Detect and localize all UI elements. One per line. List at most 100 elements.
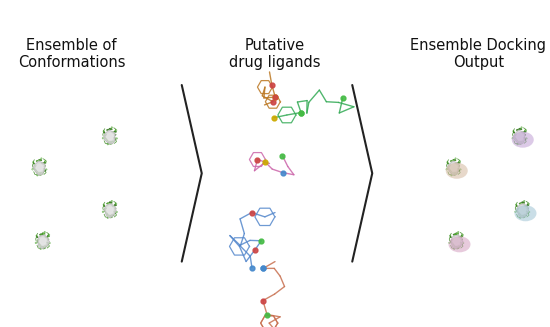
Ellipse shape [37,239,40,241]
Ellipse shape [451,173,455,175]
Ellipse shape [107,215,112,217]
Ellipse shape [514,134,516,136]
Ellipse shape [454,246,458,248]
Ellipse shape [46,242,48,243]
Ellipse shape [103,205,105,207]
Ellipse shape [40,172,44,174]
Polygon shape [519,207,526,214]
Ellipse shape [514,205,536,221]
Ellipse shape [39,159,42,161]
Ellipse shape [450,171,452,173]
Ellipse shape [103,132,105,133]
Ellipse shape [104,210,106,212]
Ellipse shape [114,134,116,136]
Ellipse shape [514,136,515,138]
Ellipse shape [47,244,49,245]
Ellipse shape [524,205,527,207]
Polygon shape [516,133,523,140]
Polygon shape [107,207,113,214]
Ellipse shape [36,160,40,162]
Polygon shape [450,164,457,171]
Ellipse shape [524,131,526,132]
Ellipse shape [519,214,521,215]
Ellipse shape [526,211,528,212]
Ellipse shape [114,139,116,140]
Ellipse shape [458,236,461,238]
Ellipse shape [518,212,520,214]
Ellipse shape [44,165,46,167]
Ellipse shape [47,239,49,240]
Ellipse shape [457,168,459,170]
Ellipse shape [520,141,524,143]
Ellipse shape [114,208,116,209]
Ellipse shape [523,137,525,139]
Text: Ensemble Docking
Output: Ensemble Docking Output [410,38,547,70]
Ellipse shape [40,246,45,248]
Ellipse shape [451,239,453,241]
Ellipse shape [43,246,47,248]
Ellipse shape [452,243,454,245]
Ellipse shape [45,236,48,238]
Ellipse shape [454,172,458,174]
Ellipse shape [455,163,459,164]
Polygon shape [107,133,113,140]
Polygon shape [38,235,50,249]
Ellipse shape [516,129,520,131]
Polygon shape [40,238,46,245]
Ellipse shape [448,167,449,169]
Ellipse shape [453,245,455,246]
Polygon shape [514,130,525,144]
Ellipse shape [35,169,37,171]
Ellipse shape [453,159,456,161]
Ellipse shape [104,134,107,136]
Ellipse shape [111,141,114,143]
Ellipse shape [448,165,450,167]
Ellipse shape [38,243,40,245]
Ellipse shape [109,202,112,203]
Ellipse shape [104,136,106,138]
Polygon shape [448,161,459,175]
Text: Ensemble of
Conformations: Ensemble of Conformations [18,38,125,70]
Ellipse shape [526,213,529,214]
Ellipse shape [457,246,461,248]
Ellipse shape [33,163,35,164]
Ellipse shape [458,162,460,164]
Ellipse shape [460,244,463,245]
Ellipse shape [37,173,41,175]
Ellipse shape [517,142,521,144]
Ellipse shape [107,203,110,204]
Ellipse shape [524,139,526,140]
Ellipse shape [113,137,116,139]
Ellipse shape [43,170,46,171]
Ellipse shape [44,162,46,164]
Ellipse shape [107,142,112,144]
Ellipse shape [105,138,107,140]
Ellipse shape [114,205,117,206]
Ellipse shape [37,241,38,243]
Ellipse shape [519,203,522,204]
Ellipse shape [461,236,463,237]
Ellipse shape [516,205,518,207]
Ellipse shape [527,208,529,209]
Ellipse shape [455,233,459,234]
Ellipse shape [523,215,527,216]
Ellipse shape [450,241,452,243]
Ellipse shape [460,242,462,243]
Ellipse shape [450,160,454,162]
Polygon shape [36,164,43,171]
Ellipse shape [106,140,108,142]
Ellipse shape [449,169,451,171]
Ellipse shape [458,170,460,171]
Polygon shape [104,130,115,144]
Polygon shape [104,204,116,218]
Ellipse shape [516,210,518,212]
Polygon shape [517,204,529,218]
Ellipse shape [112,205,115,207]
Ellipse shape [36,236,38,238]
Polygon shape [452,235,463,249]
Polygon shape [453,238,460,245]
Ellipse shape [39,245,41,246]
Ellipse shape [112,131,115,133]
Ellipse shape [527,205,529,206]
Ellipse shape [512,132,534,148]
